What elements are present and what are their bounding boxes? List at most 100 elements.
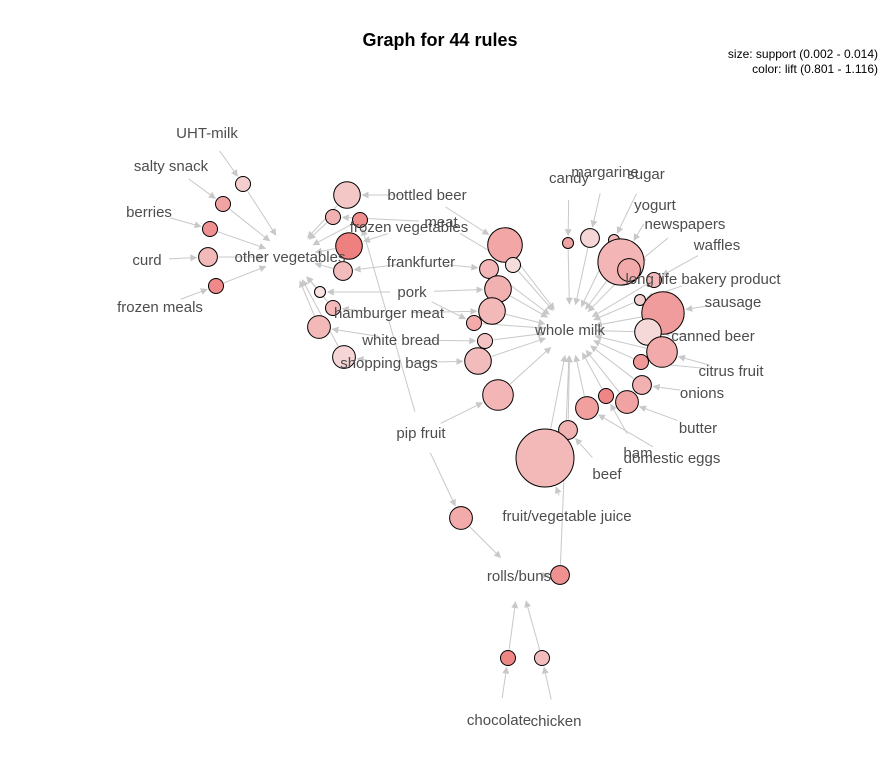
rule-node[interactable] bbox=[558, 420, 578, 440]
item-label: pork bbox=[397, 284, 427, 301]
edge-out-26 bbox=[585, 280, 607, 310]
edge-in-1 bbox=[188, 178, 216, 199]
edge-out-4 bbox=[223, 265, 267, 284]
rule-node[interactable] bbox=[333, 261, 353, 281]
rule-node[interactable] bbox=[478, 297, 506, 325]
rule-node[interactable] bbox=[332, 345, 356, 369]
edge-in-34 bbox=[652, 383, 681, 391]
item-label: long life bakery product bbox=[625, 271, 781, 288]
edge-in-42 bbox=[501, 666, 510, 699]
edge-out-6 bbox=[308, 222, 328, 240]
item-label: curd bbox=[132, 252, 161, 269]
edge-out-7 bbox=[314, 247, 336, 255]
rule-node[interactable] bbox=[333, 181, 361, 209]
rule-node[interactable] bbox=[515, 428, 575, 488]
rule-node[interactable] bbox=[449, 506, 473, 530]
edge-in-3 bbox=[168, 254, 198, 262]
rule-node[interactable] bbox=[198, 247, 218, 267]
rule-node[interactable] bbox=[307, 315, 331, 339]
edge-out-8 bbox=[314, 261, 334, 269]
item-label-layer: UHT-milk salty snack berries curd frozen mea… bbox=[117, 125, 781, 730]
rule-node[interactable] bbox=[208, 278, 224, 294]
rule-node[interactable] bbox=[202, 221, 218, 237]
edge-out-28 bbox=[591, 283, 647, 318]
item-label: newspapers bbox=[645, 216, 726, 233]
rule-node[interactable] bbox=[580, 228, 600, 248]
rule-node[interactable] bbox=[215, 196, 231, 212]
rule-node[interactable] bbox=[632, 375, 652, 395]
item-label: citrus fruit bbox=[698, 363, 764, 380]
rule-node[interactable] bbox=[477, 333, 493, 349]
item-label: chicken bbox=[531, 713, 582, 730]
edge-in-16 bbox=[442, 263, 479, 271]
edge-out-36 bbox=[582, 352, 603, 389]
edge-in-17 bbox=[433, 286, 484, 294]
edge-out-13 bbox=[312, 223, 353, 246]
rule-node[interactable] bbox=[314, 286, 326, 298]
edge-in-22 bbox=[440, 402, 484, 424]
rule-node[interactable] bbox=[505, 257, 521, 273]
edge-in-36 bbox=[610, 403, 628, 435]
rule-node[interactable] bbox=[598, 388, 614, 404]
rule-node[interactable] bbox=[325, 209, 341, 225]
item-label: fruit/vegetable juice bbox=[502, 508, 631, 525]
edge-out-30 bbox=[594, 316, 642, 328]
edge-out-31 bbox=[595, 327, 634, 335]
rule-node[interactable] bbox=[617, 258, 641, 282]
rule-node[interactable] bbox=[562, 237, 574, 249]
rule-node[interactable] bbox=[500, 650, 516, 666]
edge-in-14 bbox=[445, 206, 490, 236]
edge-out-33 bbox=[593, 340, 634, 359]
item-label: butter bbox=[679, 420, 717, 437]
rule-node[interactable] bbox=[534, 650, 550, 666]
rule-node[interactable] bbox=[466, 315, 482, 331]
item-label: onions bbox=[680, 385, 724, 402]
edge-out-32 bbox=[594, 334, 647, 349]
edge-in-38 bbox=[575, 438, 593, 458]
rule-node[interactable] bbox=[235, 176, 251, 192]
graph-title: Graph for 44 rules bbox=[362, 30, 517, 50]
edge-in-19 bbox=[410, 307, 478, 315]
item-label: domestic eggs bbox=[624, 450, 721, 467]
edge-out-2 bbox=[217, 231, 267, 250]
edge-in-10 bbox=[341, 305, 368, 313]
rule-node[interactable] bbox=[325, 300, 341, 316]
rule-node[interactable] bbox=[634, 294, 646, 306]
rule-node[interactable] bbox=[487, 227, 523, 263]
rule-node[interactable] bbox=[615, 390, 639, 414]
edge-in-35 bbox=[638, 405, 678, 421]
edge-in-20 bbox=[422, 337, 477, 345]
item-label: UHT-milk bbox=[176, 125, 238, 142]
edge-out-19 bbox=[505, 313, 546, 326]
rule-node[interactable] bbox=[646, 272, 662, 288]
item-label: sausage bbox=[705, 294, 762, 311]
item-label: yogurt bbox=[634, 197, 677, 214]
edge-out-37 bbox=[573, 354, 585, 397]
item-label: waffles bbox=[693, 237, 740, 254]
edge-out-24 bbox=[573, 248, 589, 306]
edge-in-18 bbox=[431, 301, 467, 320]
rule-node[interactable] bbox=[479, 259, 499, 279]
rule-node[interactable] bbox=[646, 336, 678, 368]
edge-out-38 bbox=[565, 355, 573, 420]
rule-node[interactable] bbox=[352, 212, 368, 228]
edge-out-23 bbox=[565, 249, 573, 305]
rule-node[interactable] bbox=[335, 232, 363, 260]
rule-node[interactable] bbox=[482, 379, 514, 411]
edge-in-24 bbox=[590, 193, 601, 228]
edge-out-15 bbox=[518, 271, 554, 311]
edge-in-25 bbox=[616, 193, 637, 234]
edge-in-8 bbox=[353, 264, 400, 273]
rule-node[interactable] bbox=[633, 354, 649, 370]
rule-node-layer bbox=[198, 176, 685, 666]
rule-node[interactable] bbox=[575, 396, 599, 420]
item-label: frozen meals bbox=[117, 299, 203, 316]
rule-node[interactable] bbox=[550, 565, 570, 585]
edge-out-42 bbox=[508, 601, 519, 650]
edge-out-12 bbox=[301, 279, 339, 347]
item-label: ham bbox=[623, 445, 652, 462]
edge-in-0 bbox=[219, 150, 238, 177]
edge-in-26 bbox=[633, 223, 645, 242]
rule-node[interactable] bbox=[464, 347, 492, 375]
edge-in-32 bbox=[677, 354, 710, 366]
